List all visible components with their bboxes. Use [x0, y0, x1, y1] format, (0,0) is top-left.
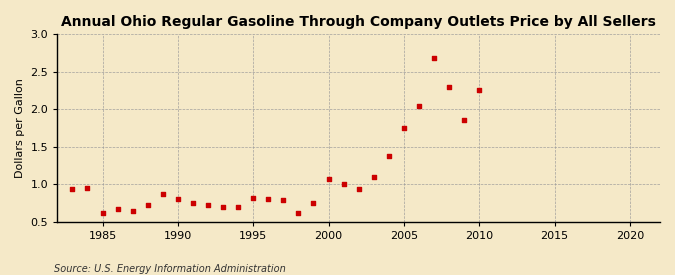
Point: [383, 153, 394, 158]
Point: [293, 211, 304, 215]
Point: [459, 118, 470, 122]
Point: [353, 187, 364, 192]
Point: [323, 177, 334, 181]
Point: [369, 175, 379, 179]
Point: [157, 192, 168, 196]
Point: [173, 197, 184, 201]
Point: [188, 201, 198, 205]
Point: [112, 207, 123, 211]
Point: [398, 126, 409, 130]
Point: [97, 211, 108, 215]
Y-axis label: Dollars per Gallon: Dollars per Gallon: [15, 78, 25, 178]
Point: [278, 198, 289, 202]
Point: [202, 203, 213, 207]
Point: [233, 205, 244, 210]
Point: [414, 104, 425, 109]
Point: [142, 203, 153, 207]
Point: [429, 56, 439, 60]
Point: [67, 186, 78, 191]
Point: [308, 201, 319, 205]
Point: [474, 88, 485, 92]
Point: [248, 196, 259, 201]
Point: [443, 85, 454, 89]
Point: [263, 197, 273, 201]
Title: Annual Ohio Regular Gasoline Through Company Outlets Price by All Sellers: Annual Ohio Regular Gasoline Through Com…: [61, 15, 656, 29]
Point: [128, 209, 138, 213]
Point: [82, 186, 93, 190]
Point: [338, 182, 349, 186]
Text: Source: U.S. Energy Information Administration: Source: U.S. Energy Information Administ…: [54, 264, 286, 274]
Point: [217, 205, 228, 210]
